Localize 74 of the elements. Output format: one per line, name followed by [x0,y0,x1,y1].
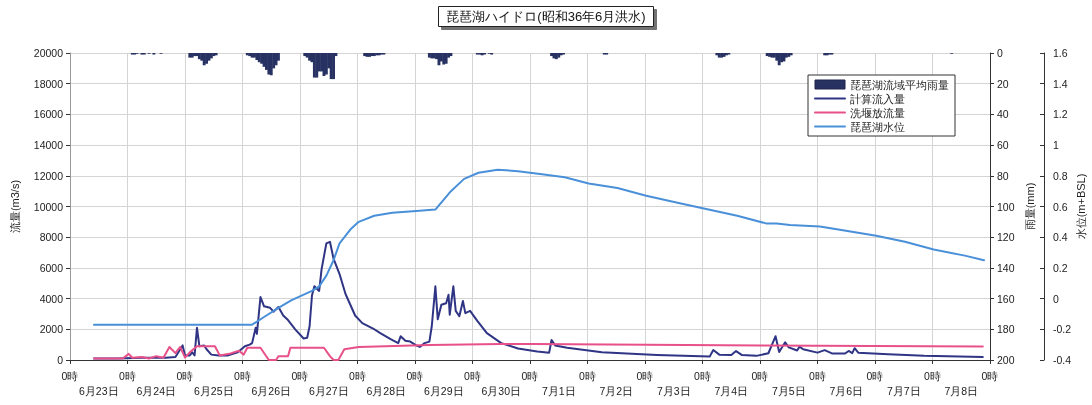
y2-tick-label: 20 [997,77,1009,90]
x-tick-label: 0時 [234,369,251,382]
text: 7月7日 [886,384,921,397]
x-tick-label: 0時 [349,369,366,382]
x-tick-label: 0時 [464,369,481,382]
y3-tick-label: 1.6 [1053,47,1068,59]
legend-label: 洗堰放流量 [850,106,905,119]
x-tick-label: 0時 [981,369,999,382]
y2-tick-label: 0 [997,47,1003,59]
x-tick-label: 0時 [694,369,711,382]
legend-label: 計算流入量 [850,92,905,105]
text: 6月24日 [136,384,177,397]
x-tick-label: 0時 [521,369,539,382]
y3-tick-label: 0.8 [1053,169,1068,182]
y-tick-label: 14000 [33,139,64,152]
x-tick-label: 0時 [924,369,941,382]
text: 7月1日 [541,384,576,397]
y-tick-label: 6000 [39,261,64,274]
y3-tick-label: -0.4 [1053,354,1072,366]
y-axis-title: 流量(m3/s) [8,179,21,234]
y3-tick-label: 1 [1053,139,1059,152]
y-tick-label: 2000 [39,323,64,336]
y2-tick-label: 160 [997,292,1015,305]
x-tick-label: 0時 [809,369,826,382]
x-tick-label: 0時 [866,369,884,382]
y3-tick-label: 0 [1053,292,1059,305]
y3-tick-label: 1.4 [1053,77,1068,90]
y3-tick-label: 0.6 [1053,200,1068,213]
x-tick-label: 0時 [636,369,654,382]
y3-tick-label: 0.4 [1053,231,1068,244]
y2-tick-label: 100 [997,200,1015,213]
x-tick-label: 0時 [176,369,194,382]
y3-tick-label: -0.2 [1053,323,1072,336]
y-tick-label: 20000 [33,47,64,59]
text: 6月23日 [78,384,119,397]
y-tick-label: 8000 [39,231,64,244]
text: 6月30日 [481,384,522,397]
y2-tick-label: 60 [997,139,1009,152]
y3-tick-label: 0.2 [1053,261,1068,274]
text: 7月5日 [771,384,806,397]
y-tick-label: 16000 [33,108,64,121]
y2-tick-label: 80 [997,169,1009,182]
y2-tick-label: 40 [997,108,1009,121]
text: 7月4日 [714,384,749,397]
x-tick-label: 0時 [751,369,769,382]
chart-title: 琵琶湖ハイドロ(昭和36年6月洪水) [446,9,646,24]
x-tick-label: 0時 [406,369,424,382]
y2-tick-label: 140 [997,261,1015,274]
text: 6月25日 [193,384,234,397]
y-tick-label: 4000 [39,292,64,305]
x-tick-label: 0時 [291,369,309,382]
text: 7月6日 [829,384,864,397]
y-tick-label: 12000 [33,169,64,182]
text: 7月8日 [944,384,979,397]
legend-label: 琵琶湖水位 [850,120,905,133]
y3-tick-label: 1.2 [1053,108,1068,121]
y2-tick-label: 180 [997,323,1015,336]
text: 7月3日 [656,384,691,397]
text: 6月29日 [423,384,464,397]
x-tick-label: 0時 [579,369,596,382]
x-tick-label: 0時 [119,369,136,382]
y-tick-label: 10000 [33,200,64,213]
text: 7月2日 [599,384,634,397]
text: 6月26日 [251,384,292,397]
legend-label: 琵琶湖流域平均雨量 [850,78,949,91]
y3-axis-title: 水位(m+BSL) [1074,173,1087,240]
y2-tick-label: 120 [997,231,1015,244]
text: 6月28日 [366,384,407,397]
x-tick-label: 0時 [61,369,79,382]
y-tick-label: 0 [57,354,64,366]
text: 6月27日 [308,384,349,397]
y-tick-label: 18000 [33,77,64,90]
y2-axis-title: 雨量(mm) [1023,182,1036,231]
y2-tick-label: 200 [997,354,1015,366]
